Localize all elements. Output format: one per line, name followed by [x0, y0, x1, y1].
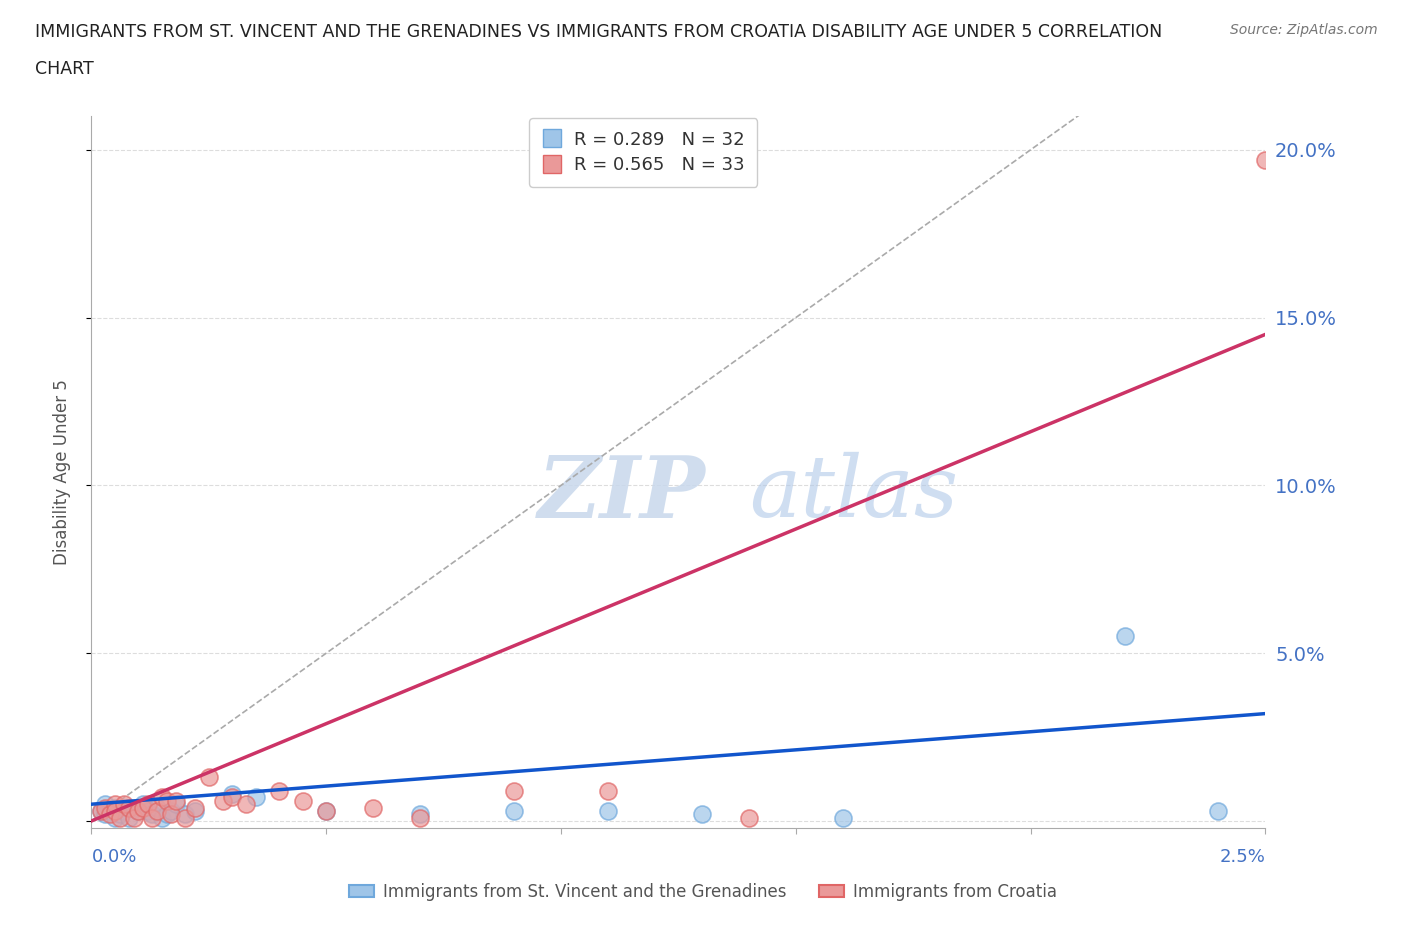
Point — [127, 804, 149, 818]
Point — [831, 810, 853, 825]
Point — [315, 804, 337, 818]
Point — [165, 797, 187, 812]
Text: CHART: CHART — [35, 60, 94, 78]
Point — [98, 807, 121, 822]
Point — [98, 804, 121, 818]
Point — [90, 804, 112, 818]
Point — [155, 807, 177, 822]
Point — [118, 800, 141, 815]
Legend: Immigrants from St. Vincent and the Grenadines, Immigrants from Croatia: Immigrants from St. Vincent and the Gren… — [343, 876, 1063, 908]
Point — [221, 790, 243, 805]
Point — [409, 807, 432, 822]
Y-axis label: Disability Age Under 5: Disability Age Under 5 — [52, 379, 70, 565]
Point — [108, 807, 131, 822]
Point — [104, 800, 127, 815]
Text: 2.5%: 2.5% — [1219, 847, 1265, 866]
Point — [212, 793, 235, 808]
Point — [160, 807, 183, 822]
Point — [150, 810, 173, 825]
Point — [108, 810, 131, 825]
Point — [690, 807, 713, 822]
Point — [503, 804, 526, 818]
Point — [291, 793, 314, 808]
Point — [132, 800, 155, 815]
Point — [104, 797, 127, 812]
Point — [94, 797, 117, 812]
Point — [94, 800, 117, 815]
Point — [738, 810, 761, 825]
Point — [361, 800, 384, 815]
Text: atlas: atlas — [749, 452, 957, 535]
Point — [174, 807, 197, 822]
Point — [315, 804, 337, 818]
Point — [155, 793, 177, 808]
Point — [245, 790, 267, 805]
Text: IMMIGRANTS FROM ST. VINCENT AND THE GRENADINES VS IMMIGRANTS FROM CROATIA DISABI: IMMIGRANTS FROM ST. VINCENT AND THE GREN… — [35, 23, 1163, 41]
Point — [94, 807, 117, 822]
Point — [118, 810, 141, 825]
Point — [221, 787, 243, 802]
Text: Source: ZipAtlas.com: Source: ZipAtlas.com — [1230, 23, 1378, 37]
Point — [197, 770, 219, 785]
Point — [112, 800, 135, 815]
Point — [165, 793, 187, 808]
Point — [160, 804, 183, 818]
Point — [146, 800, 169, 815]
Point — [104, 804, 127, 818]
Point — [596, 804, 619, 818]
Point — [503, 783, 526, 798]
Point — [141, 807, 163, 822]
Point — [122, 810, 145, 825]
Legend: R = 0.289   N = 32, R = 0.565   N = 33: R = 0.289 N = 32, R = 0.565 N = 33 — [529, 118, 758, 187]
Point — [269, 783, 291, 798]
Point — [104, 810, 127, 825]
Point — [136, 797, 159, 812]
Point — [183, 800, 205, 815]
Point — [146, 804, 169, 818]
Point — [1114, 629, 1136, 644]
Point — [127, 804, 149, 818]
Point — [136, 804, 159, 818]
Point — [141, 810, 163, 825]
Point — [235, 797, 257, 812]
Point — [122, 800, 145, 815]
Point — [150, 790, 173, 805]
Text: 0.0%: 0.0% — [91, 847, 136, 866]
Point — [596, 783, 619, 798]
Text: ZIP: ZIP — [537, 452, 706, 535]
Point — [90, 804, 112, 818]
Point — [132, 797, 155, 812]
Point — [409, 810, 432, 825]
Point — [112, 797, 135, 812]
Point — [112, 804, 135, 818]
Point — [183, 804, 205, 818]
Point — [174, 810, 197, 825]
Point — [1254, 153, 1277, 167]
Point — [1208, 804, 1230, 818]
